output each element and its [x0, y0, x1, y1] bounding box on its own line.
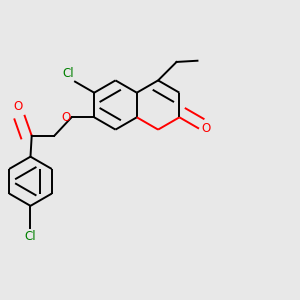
Text: O: O	[201, 122, 211, 135]
Text: Cl: Cl	[62, 68, 74, 80]
Text: O: O	[14, 100, 23, 113]
Text: Cl: Cl	[25, 230, 36, 242]
Text: O: O	[61, 111, 70, 124]
